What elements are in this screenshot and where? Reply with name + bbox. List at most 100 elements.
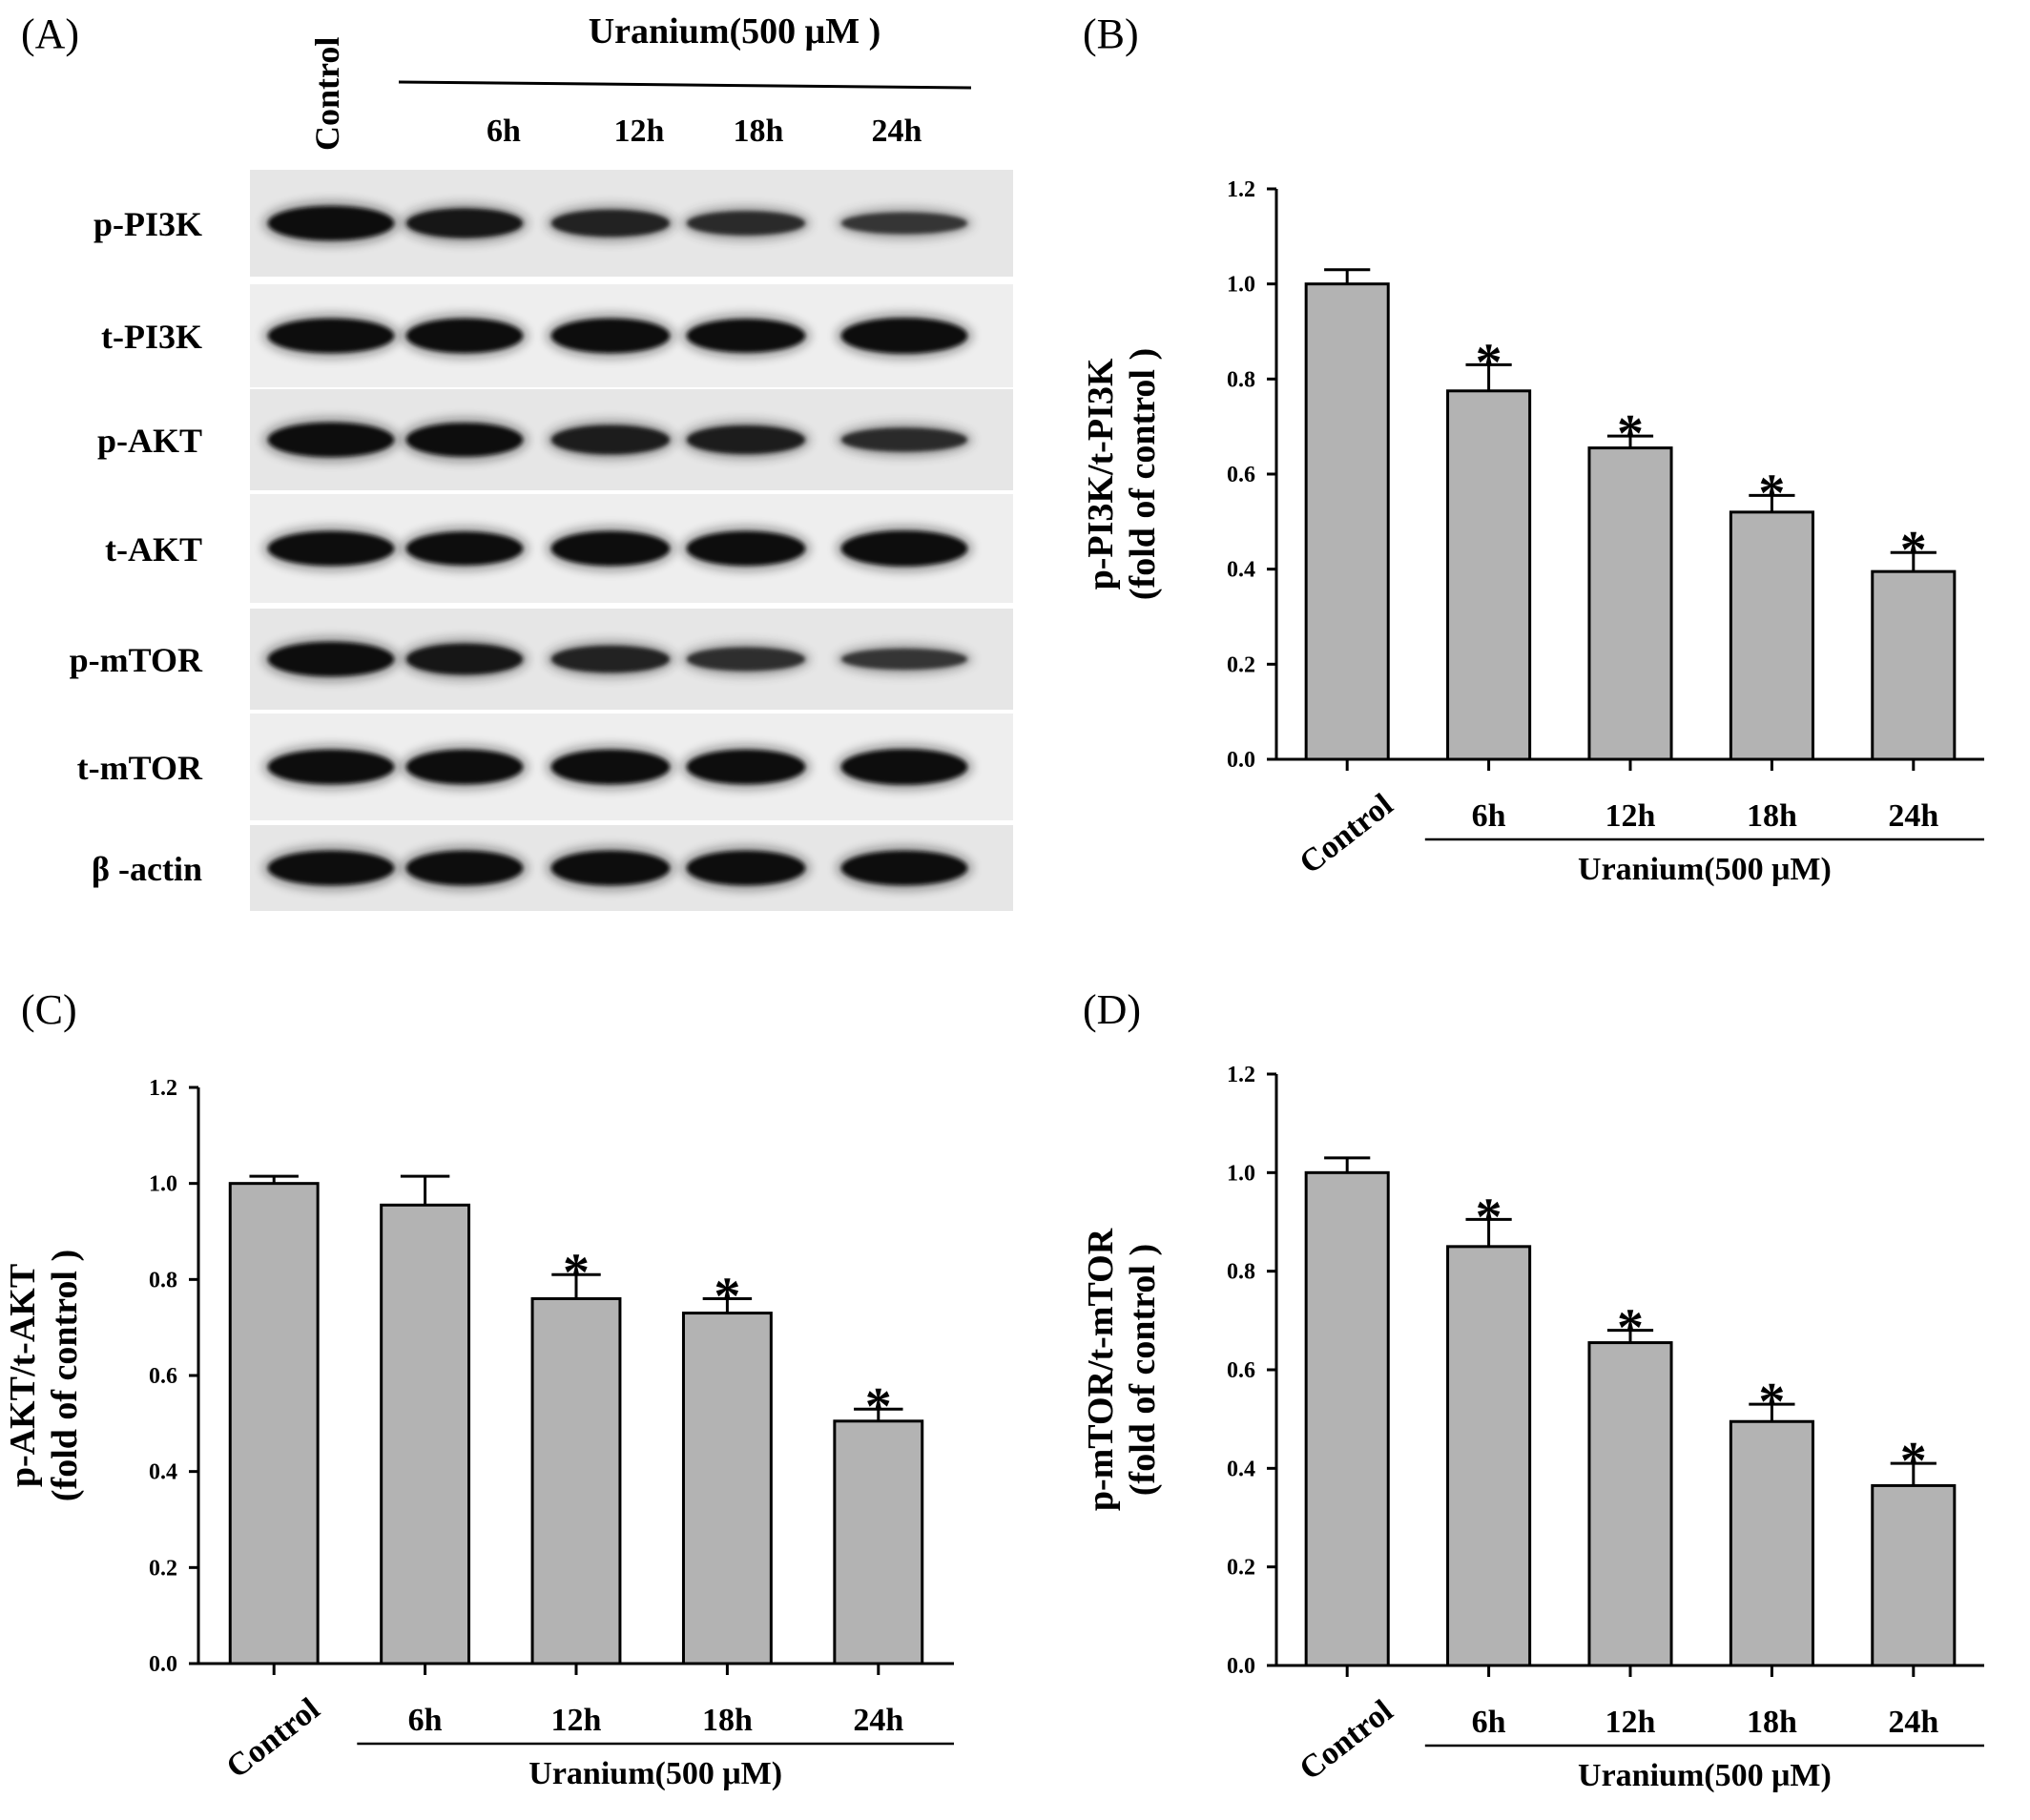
blot-band	[551, 424, 670, 455]
blot-row-label: β -actin	[92, 850, 202, 888]
blot-band	[841, 749, 967, 785]
bar	[1871, 1483, 1957, 1667]
panel-label-a: (A)	[21, 10, 79, 57]
y-tick-label: 0.0	[1227, 1654, 1255, 1679]
y-tick-label: 0.2	[149, 1556, 177, 1581]
blot-band	[268, 531, 394, 566]
blot-rows: p-PI3K t-PI3K p-AKT t-AKT p-mTOR t-mTOR β -act…	[70, 170, 1013, 911]
significance-star: *	[1617, 1299, 1644, 1358]
x-category-label: 12h	[1605, 798, 1656, 834]
x-category-label: 6h	[408, 1703, 443, 1738]
y-tick-label: 0.4	[149, 1460, 177, 1485]
blot-row-label: t-mTOR	[77, 749, 203, 787]
bar-chart-c: 0.0 0.2 0.4 0.6 0.8 1.0 1.2 p-AKT/t-AKT (fold of…	[3, 1076, 954, 1791]
group-label: Uranium(500 μM)	[528, 1756, 782, 1791]
y-tick-label: 0.8	[1227, 367, 1255, 392]
blot-band	[406, 208, 523, 238]
blot-row-label: p-PI3K	[93, 205, 202, 243]
blot-control-label: Control	[308, 37, 346, 151]
significance-star: *	[1476, 1188, 1502, 1247]
y-tick-label: 0.4	[1227, 558, 1255, 583]
blot-row-label: t-AKT	[105, 530, 202, 569]
bar	[380, 1203, 471, 1665]
blot-treatment-label: Uranium(500 μM )	[589, 11, 881, 52]
x-category-label: Control	[1294, 1693, 1400, 1788]
x-category-label: 6h	[1472, 798, 1506, 834]
blot-lane-label: 12h	[614, 114, 665, 149]
y-tick-label: 1.2	[1227, 1063, 1255, 1087]
blot-treatment-line	[398, 80, 972, 90]
x-category-label: 24h	[1888, 798, 1938, 834]
bar	[1729, 1419, 1814, 1667]
bar-chart-d: 0.0 0.2 0.4 0.6 0.8 1.0 1.2 p-mTOR/t-mTOR (fold …	[1081, 1063, 1984, 1793]
y-tick-label: 0.6	[149, 1364, 177, 1389]
blot-row-label: p-AKT	[97, 422, 202, 460]
y-tick-label: 1.0	[1227, 1161, 1255, 1186]
blot-lane-labels: 6h 12h 18h 24h	[487, 114, 922, 149]
blot-band	[268, 319, 394, 353]
western-blot-panel: Control Uranium(500 μM ) 6h 12h 18h 24h p-P…	[70, 11, 1013, 911]
blot-band	[551, 645, 670, 673]
y-tick-label: 1.0	[149, 1172, 177, 1197]
blot-band	[551, 531, 670, 566]
y-tick-label: 0.0	[149, 1652, 177, 1677]
bar-chart-b: 0.0 0.2 0.4 0.6 0.8 1.0 1.2 p-PI3K/t-PI3K (fold …	[1081, 177, 1984, 887]
group-label: Uranium(500 μM)	[1578, 1758, 1832, 1793]
blot-band	[268, 750, 394, 784]
y-tick-label: 0.8	[1227, 1260, 1255, 1285]
bar	[1446, 389, 1532, 761]
x-category-label: 18h	[702, 1703, 753, 1738]
bar	[228, 1182, 320, 1665]
panel-label-c: (C)	[21, 986, 77, 1033]
y-axis-label: p-mTOR/t-mTOR	[1081, 1228, 1121, 1511]
blot-band	[406, 319, 523, 353]
bar	[1729, 510, 1814, 761]
blot-row: p-mTOR	[70, 609, 1013, 710]
x-category-label: 24h	[1888, 1705, 1938, 1740]
x-category-label: 18h	[1747, 1705, 1797, 1740]
blot-band	[841, 851, 967, 885]
significance-star: *	[1758, 464, 1785, 523]
group-label: Uranium(500 μM)	[1578, 852, 1832, 887]
significance-star: *	[865, 1377, 892, 1437]
blot-lane-label: 6h	[487, 114, 521, 149]
significance-star: *	[1900, 1432, 1927, 1491]
blot-band	[406, 643, 523, 675]
y-tick-label: 0.2	[1227, 652, 1255, 677]
bar	[1587, 446, 1673, 761]
blot-lane-label: 18h	[734, 114, 784, 149]
blot-band	[406, 423, 523, 457]
bar	[1446, 1245, 1532, 1667]
y-tick-label: 0.4	[1227, 1457, 1255, 1481]
bar	[1871, 569, 1957, 761]
x-category-label: 6h	[1472, 1705, 1506, 1740]
bar	[530, 1296, 622, 1665]
blot-band	[687, 750, 805, 784]
blot-band	[551, 319, 670, 353]
blot-band	[551, 209, 670, 238]
panel-label-b: (B)	[1083, 10, 1139, 57]
blot-band	[687, 851, 805, 885]
blot-band	[406, 851, 523, 885]
y-axis-label: p-AKT/t-AKT	[3, 1264, 43, 1487]
blot-row: p-PI3K	[93, 170, 1013, 277]
blot-row: t-AKT	[105, 494, 1013, 603]
blot-band	[841, 427, 967, 452]
y-axis-label: p-PI3K/t-PI3K	[1081, 358, 1121, 589]
x-category-label: Control	[1294, 787, 1400, 881]
blot-band	[551, 750, 670, 784]
blot-band	[406, 531, 523, 566]
blot-row-label: t-PI3K	[101, 318, 202, 356]
significance-star: *	[563, 1243, 590, 1302]
bar	[1304, 282, 1390, 761]
y-axis-label: (fold of control )	[1123, 1244, 1163, 1496]
x-category-label: Control	[220, 1691, 327, 1786]
blot-band	[841, 318, 967, 354]
y-tick-label: 1.2	[149, 1076, 177, 1101]
bar	[681, 1312, 773, 1665]
blot-band	[841, 212, 967, 235]
blot-band	[268, 206, 394, 240]
blot-row: β -actin	[92, 825, 1013, 911]
x-category-label: 12h	[551, 1703, 602, 1738]
blot-band	[841, 648, 967, 671]
